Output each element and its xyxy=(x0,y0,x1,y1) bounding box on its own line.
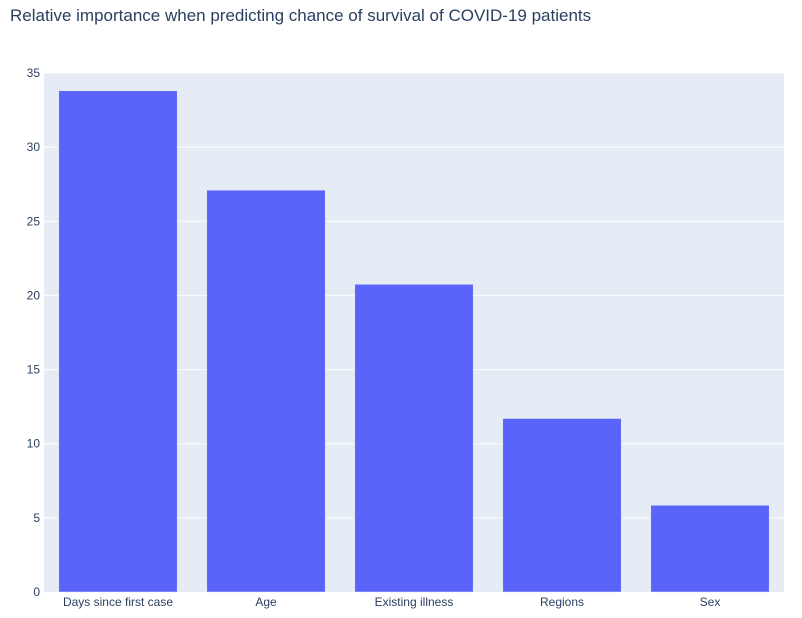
x-axis-ticks: Days since first case Age Existing illness… xyxy=(63,595,720,609)
y-tick-label: 0 xyxy=(33,585,40,599)
x-tick-label: Sex xyxy=(700,595,721,609)
y-tick-label: 30 xyxy=(27,140,41,154)
y-tick-label: 35 xyxy=(27,66,41,80)
y-tick-label: 20 xyxy=(27,288,41,302)
chart-title: Relative importance when predicting chan… xyxy=(10,6,592,25)
bar-3 xyxy=(502,418,622,593)
bar-0 xyxy=(58,90,178,593)
y-axis-ticks: 0 5 10 15 20 25 30 35 xyxy=(27,66,41,599)
bar-2 xyxy=(354,284,474,593)
x-tick-label: Days since first case xyxy=(63,595,173,609)
bar-1 xyxy=(206,189,326,593)
bars xyxy=(58,90,770,593)
y-tick-label: 15 xyxy=(27,363,41,377)
y-tick-label: 10 xyxy=(27,437,41,451)
y-tick-label: 25 xyxy=(27,214,41,228)
x-tick-label: Regions xyxy=(540,595,584,609)
y-tick-label: 5 xyxy=(33,511,40,525)
bar-4 xyxy=(650,505,770,593)
x-tick-label: Existing illness xyxy=(375,595,454,609)
x-tick-label: Age xyxy=(255,595,277,609)
